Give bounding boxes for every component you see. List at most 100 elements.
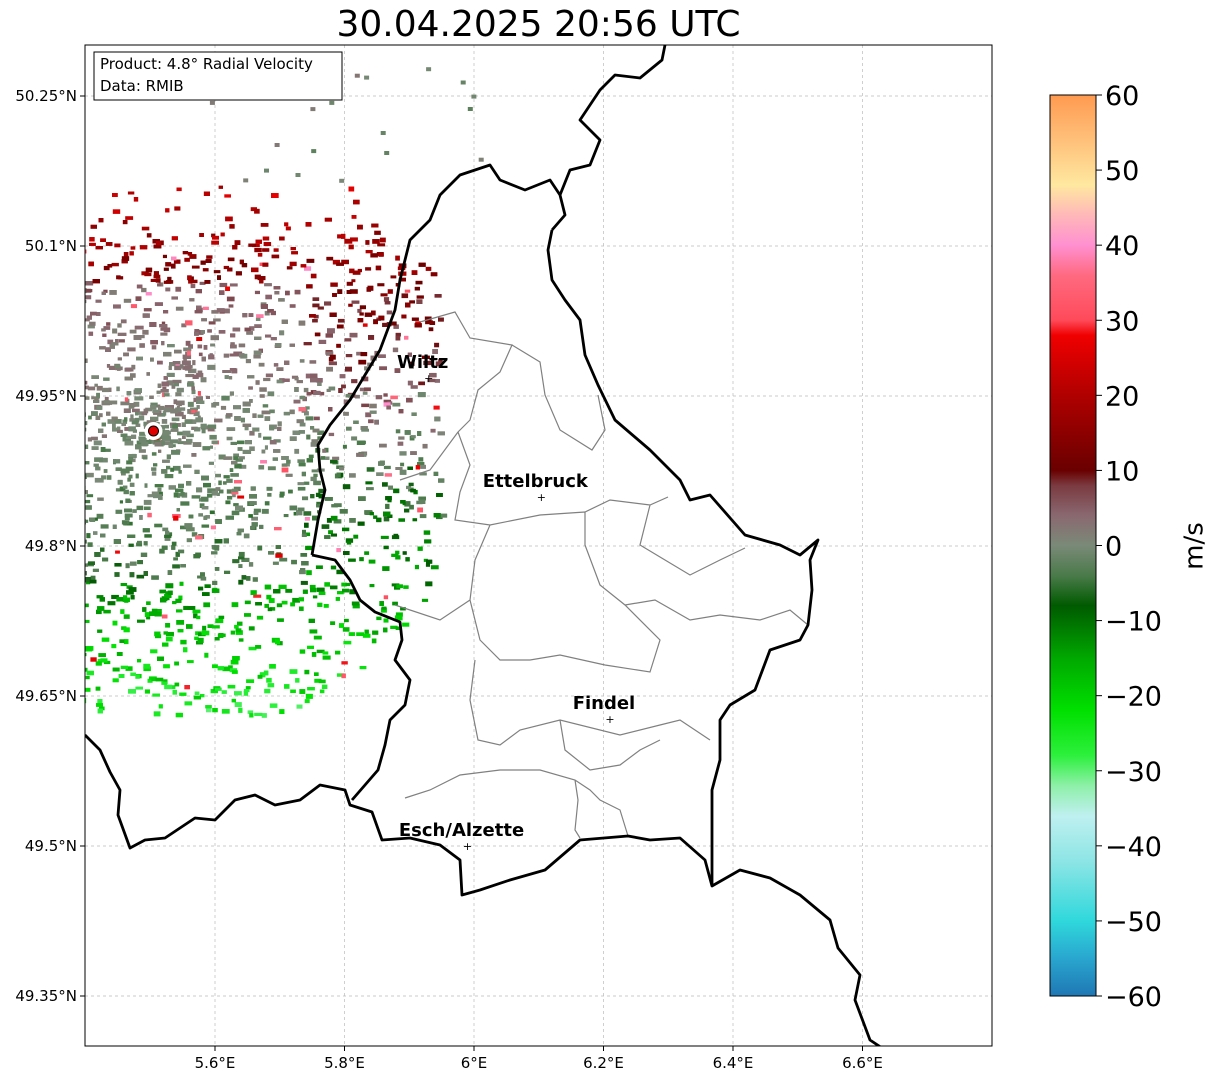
echo-pixel bbox=[71, 450, 79, 454]
echo-pixel bbox=[62, 220, 68, 224]
echo-pixel bbox=[146, 601, 151, 605]
echo-pixel bbox=[4, 333, 9, 337]
echo-pixel bbox=[191, 419, 197, 424]
echo-pixel bbox=[254, 324, 262, 328]
echo-pixel bbox=[194, 310, 203, 314]
echo-pixel bbox=[216, 492, 220, 496]
echo-pixel bbox=[151, 575, 159, 580]
lat-tick-label: 50.1°N bbox=[25, 237, 77, 255]
echo-pixel bbox=[215, 519, 222, 524]
echo-pixel bbox=[382, 322, 388, 327]
echo-pixel bbox=[163, 310, 169, 314]
echo-pixel bbox=[310, 494, 315, 499]
echo-pixel bbox=[74, 277, 80, 281]
echo-pixel bbox=[129, 491, 135, 496]
echo-pixel bbox=[191, 453, 197, 457]
echo-pixel bbox=[248, 646, 257, 651]
echo-pixel bbox=[201, 428, 206, 434]
echo-pixel bbox=[231, 488, 238, 493]
echo-pixel bbox=[273, 589, 281, 594]
echo-pixel bbox=[324, 447, 329, 453]
echo-pixel bbox=[209, 510, 215, 515]
echo-pixel bbox=[211, 545, 216, 549]
echo-pixel bbox=[197, 637, 204, 643]
echo-pixel bbox=[370, 253, 378, 258]
echo-pixel bbox=[292, 430, 301, 435]
echo-pixel bbox=[372, 630, 379, 635]
echo-pixel bbox=[123, 595, 128, 599]
echo-pixel bbox=[426, 559, 433, 564]
echo-pixel bbox=[251, 516, 258, 521]
echo-pixel bbox=[196, 487, 203, 493]
echo-pixel bbox=[142, 607, 147, 612]
echo-pixel bbox=[414, 286, 420, 291]
echo-pixel bbox=[419, 514, 427, 519]
echo-pixel bbox=[210, 335, 219, 341]
echo-pixel bbox=[5, 602, 12, 607]
echo-pixel bbox=[269, 607, 276, 611]
echo-pixel bbox=[57, 644, 64, 647]
echo-pixel bbox=[364, 551, 370, 555]
echo-pixel bbox=[213, 402, 220, 406]
echo-pixel bbox=[198, 513, 203, 517]
echo-pixel bbox=[417, 431, 422, 436]
echo-pixel bbox=[178, 470, 182, 474]
echo-pixel bbox=[150, 402, 158, 407]
echo-pixel bbox=[13, 255, 21, 260]
echo-pixel bbox=[119, 500, 123, 504]
echo-pixel bbox=[36, 572, 41, 577]
echo-pixel bbox=[44, 383, 51, 387]
echo-pixel bbox=[377, 283, 385, 287]
echo-pixel bbox=[203, 345, 208, 350]
echo-pixel bbox=[346, 426, 352, 431]
echo-pixel bbox=[68, 458, 74, 463]
echo-pixel bbox=[175, 286, 182, 292]
echo-pixel bbox=[197, 344, 203, 349]
echo-pixel bbox=[311, 469, 320, 473]
echo-pixel bbox=[136, 440, 145, 445]
echo-pixel bbox=[184, 701, 193, 706]
echo-pixel bbox=[306, 392, 312, 396]
echo-pixel bbox=[120, 609, 125, 614]
echo-pixel bbox=[205, 395, 210, 399]
echo-pixel bbox=[232, 327, 241, 332]
echo-pixel bbox=[157, 405, 165, 411]
echo-pixel bbox=[2, 576, 10, 581]
city-marker: + bbox=[424, 372, 433, 385]
echo-pixel bbox=[43, 499, 51, 504]
echo-pixel bbox=[93, 531, 98, 535]
echo-pixel bbox=[339, 374, 346, 379]
echo-pixel bbox=[362, 633, 371, 638]
echo-pixel bbox=[244, 426, 249, 431]
echo-pixel bbox=[151, 452, 157, 456]
echo-pixel bbox=[95, 246, 103, 250]
echo-pixel bbox=[359, 387, 366, 392]
echo-pixel bbox=[1, 356, 7, 361]
lon-tick-label: 5.6°E bbox=[195, 1054, 236, 1072]
echo-pixel bbox=[153, 711, 161, 717]
echo-pixel bbox=[379, 366, 387, 371]
echo-pixel bbox=[68, 315, 75, 318]
echo-pixel bbox=[19, 486, 24, 491]
echo-pixel bbox=[9, 469, 15, 473]
echo-pixel bbox=[67, 427, 75, 431]
echo-pixel bbox=[200, 423, 207, 428]
echo-pixel bbox=[425, 266, 432, 271]
echo-pixel bbox=[89, 237, 95, 242]
echo-pixel bbox=[211, 588, 220, 593]
echo-pixel bbox=[64, 712, 71, 716]
echo-pixel bbox=[395, 332, 401, 337]
echo-pixel bbox=[281, 600, 288, 605]
echo-pixel bbox=[350, 237, 358, 242]
echo-pixel bbox=[471, 94, 477, 99]
echo-pixel bbox=[101, 434, 107, 438]
echo-pixel bbox=[33, 499, 38, 502]
city-label: Findel bbox=[573, 693, 636, 714]
echo-pixel bbox=[226, 489, 235, 494]
echo-pixel bbox=[117, 426, 121, 432]
echo-pixel bbox=[41, 555, 48, 559]
echo-pixel bbox=[39, 328, 46, 332]
echo-pixel bbox=[279, 491, 285, 496]
echo-pixel bbox=[121, 256, 130, 261]
echo-pixel bbox=[64, 462, 71, 466]
